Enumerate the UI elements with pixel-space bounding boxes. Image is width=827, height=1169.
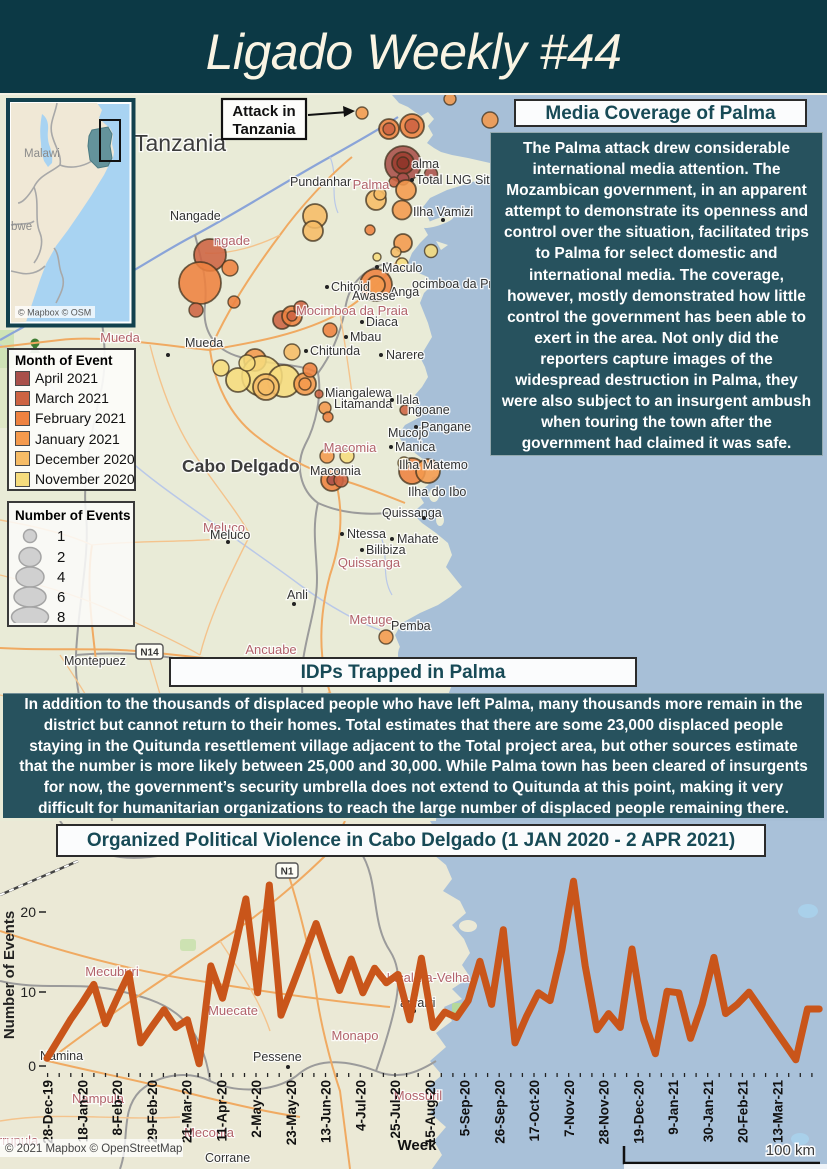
svg-text:Ntessa: Ntessa: [347, 527, 386, 541]
svg-text:Pangane: Pangane: [421, 420, 471, 434]
svg-text:Macomia: Macomia: [324, 440, 378, 455]
svg-text:Mueda: Mueda: [185, 336, 223, 350]
svg-text:26-Sep-20: 26-Sep-20: [492, 1080, 507, 1144]
svg-text:Number of Events: Number of Events: [1, 911, 18, 1039]
svg-text:4-Jul-20: 4-Jul-20: [353, 1080, 368, 1131]
svg-text:2-May-20: 2-May-20: [249, 1080, 264, 1138]
svg-text:Diaca: Diaca: [366, 315, 398, 329]
svg-text:25-Jul-20: 25-Jul-20: [388, 1080, 403, 1139]
svg-text:Chitunda: Chitunda: [310, 344, 360, 358]
svg-text:11-Apr-20: 11-Apr-20: [214, 1080, 229, 1142]
svg-text:2: 2: [57, 549, 65, 566]
svg-text:Ilala: Ilala: [396, 393, 419, 407]
svg-text:0: 0: [28, 1058, 36, 1074]
svg-text:ngade: ngade: [214, 233, 250, 248]
svg-text:Mucojo: Mucojo: [388, 426, 428, 440]
svg-text:Ilha Vamizi: Ilha Vamizi: [413, 205, 473, 219]
svg-text:Quissanga: Quissanga: [382, 506, 442, 520]
svg-text:Awasse: Awasse: [352, 289, 396, 303]
svg-text:Anga: Anga: [390, 285, 419, 299]
svg-text:Metuge: Metuge: [349, 612, 392, 627]
svg-text:5-Sep-20: 5-Sep-20: [458, 1080, 473, 1136]
svg-text:10: 10: [20, 984, 36, 1000]
svg-text:Corrane: Corrane: [205, 1151, 250, 1165]
svg-text:Pessene: Pessene: [253, 1050, 302, 1064]
svg-text:Meluco: Meluco: [210, 528, 250, 542]
svg-text:20: 20: [20, 904, 36, 920]
svg-text:20-Feb-21: 20-Feb-21: [736, 1080, 751, 1144]
svg-text:21-Mar-20: 21-Mar-20: [180, 1080, 195, 1143]
svg-text:Mocimboa da Praia: Mocimboa da Praia: [296, 303, 409, 318]
svg-text:N14: N14: [140, 648, 159, 659]
svg-text:15-Aug-20: 15-Aug-20: [423, 1080, 438, 1145]
svg-text:Malawi: Malawi: [24, 148, 60, 160]
svg-text:Maculo: Maculo: [382, 261, 422, 275]
svg-text:Mossuril: Mossuril: [394, 1088, 443, 1103]
svg-text:17-Oct-20: 17-Oct-20: [527, 1080, 542, 1142]
svg-text:8-Feb-20: 8-Feb-20: [110, 1080, 125, 1136]
svg-text:Meluco: Meluco: [203, 520, 245, 535]
svg-text:Narere: Narere: [386, 348, 424, 362]
svg-text:Mahate: Mahate: [397, 532, 439, 546]
svg-text:Muecate: Muecate: [208, 1003, 258, 1018]
svg-text:Litamanda: Litamanda: [334, 397, 392, 411]
svg-text:6: 6: [57, 589, 65, 606]
svg-text:Ilha do Ibo: Ilha do Ibo: [408, 485, 466, 499]
svg-text:Mbau: Mbau: [350, 330, 381, 344]
svg-text:Macomia: Macomia: [310, 464, 361, 478]
svg-text:Pemba: Pemba: [391, 619, 431, 633]
svg-text:13-Jun-20: 13-Jun-20: [319, 1080, 334, 1143]
svg-text:Monapo: Monapo: [332, 1028, 379, 1043]
svg-text:Palma: Palma: [353, 177, 391, 192]
svg-text:Manica: Manica: [395, 440, 435, 454]
svg-text:Tanzania: Tanzania: [232, 121, 296, 138]
svg-text:Nangade: Nangade: [170, 209, 221, 223]
svg-text:Week: Week: [398, 1137, 438, 1154]
svg-text:23-May-20: 23-May-20: [284, 1080, 299, 1145]
svg-text:Bilibiza: Bilibiza: [366, 543, 406, 557]
svg-text:Mueda: Mueda: [100, 330, 141, 345]
svg-text:Ancuabe: Ancuabe: [245, 642, 296, 657]
svg-text:Meconta: Meconta: [184, 1125, 235, 1140]
svg-text:Cabo Delgado: Cabo Delgado: [182, 456, 300, 476]
svg-text:13-Mar-21: 13-Mar-21: [770, 1080, 785, 1144]
svg-text:28-Nov-20: 28-Nov-20: [597, 1080, 612, 1145]
svg-text:Chitoid: Chitoid: [331, 280, 370, 294]
svg-text:Anli: Anli: [287, 588, 308, 602]
svg-text:bwe: bwe: [11, 221, 32, 233]
svg-text:8: 8: [57, 609, 65, 623]
svg-text:Total LNG Site: Total LNG Site: [416, 173, 497, 187]
svg-text:29-Feb-20: 29-Feb-20: [145, 1080, 160, 1143]
svg-text:ngoane: ngoane: [408, 403, 450, 417]
svg-text:© Mapbox © OSM: © Mapbox © OSM: [18, 308, 91, 318]
svg-text:Nampula: Nampula: [72, 1091, 125, 1106]
svg-text:Montepuez: Montepuez: [64, 654, 126, 668]
svg-text:Pundanhar: Pundanhar: [290, 175, 351, 189]
svg-text:Ilha Matemo: Ilha Matemo: [399, 458, 468, 472]
svg-text:9-Jan-21: 9-Jan-21: [666, 1080, 681, 1135]
svg-text:7-Nov-20: 7-Nov-20: [562, 1080, 577, 1137]
svg-text:N1: N1: [281, 867, 294, 878]
svg-text:Miangalewa: Miangalewa: [325, 386, 392, 400]
svg-text:4: 4: [57, 569, 65, 586]
svg-text:18-Jan-20: 18-Jan-20: [75, 1080, 90, 1142]
svg-text:Quissanga: Quissanga: [338, 555, 401, 570]
svg-text:ocimboa da Praia: ocimboa da Praia: [412, 277, 509, 291]
svg-text:Tanzania: Tanzania: [134, 130, 226, 156]
svg-text:© 2021 Mapbox © OpenStreetMap: © 2021 Mapbox © OpenStreetMap: [5, 1143, 182, 1155]
svg-text:19-Dec-20: 19-Dec-20: [631, 1080, 646, 1144]
svg-text:30-Jan-21: 30-Jan-21: [701, 1080, 716, 1143]
svg-text:1: 1: [57, 528, 65, 545]
svg-text:alma: alma: [412, 157, 439, 171]
svg-text:Attack in: Attack in: [232, 103, 295, 120]
svg-text:100 km: 100 km: [766, 1142, 815, 1159]
svg-text:28-Dec-19: 28-Dec-19: [41, 1080, 56, 1144]
